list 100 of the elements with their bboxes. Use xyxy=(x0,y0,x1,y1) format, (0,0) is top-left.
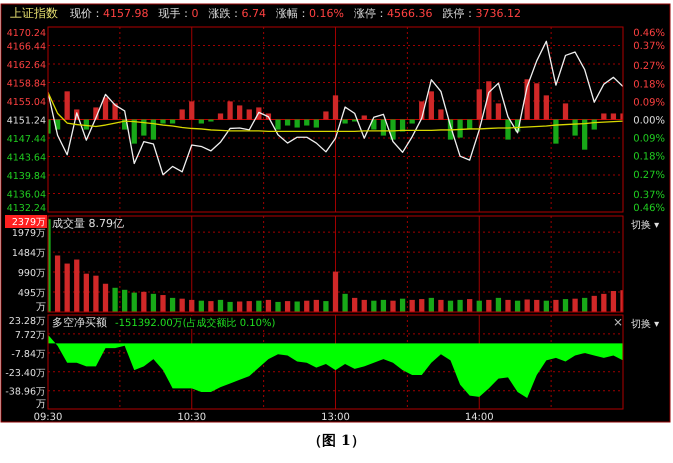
bar xyxy=(294,302,300,312)
bar xyxy=(284,120,290,126)
bar xyxy=(74,260,80,312)
bar xyxy=(198,300,204,312)
bar xyxy=(496,298,502,312)
bar xyxy=(562,299,568,312)
y-tick-label: -38.96万 xyxy=(5,386,46,398)
y-tick-label: 4151.24 xyxy=(6,116,46,126)
bar xyxy=(102,284,108,312)
bar xyxy=(218,113,224,120)
y-tick-label: 990万 xyxy=(18,268,46,280)
bar xyxy=(457,300,463,312)
bar xyxy=(170,120,176,124)
y2-tick-label: 0.09% xyxy=(633,134,665,145)
bar xyxy=(601,294,606,312)
bar xyxy=(380,300,386,312)
y-tick-label: 4158.84 xyxy=(6,78,46,90)
text: 涨幅：0.16% xyxy=(276,7,344,20)
bar xyxy=(610,113,616,120)
bar xyxy=(304,300,310,312)
y2-tick-label: 0.18% xyxy=(633,152,665,163)
bar xyxy=(544,300,549,312)
x-tick-label: 14:00 xyxy=(464,412,494,423)
bar xyxy=(64,91,70,120)
text: 现手：0 xyxy=(158,7,198,20)
y-tick-label: -23.40万 xyxy=(5,368,46,379)
bar xyxy=(476,300,482,312)
bar xyxy=(428,91,434,120)
bar xyxy=(390,300,396,312)
bar xyxy=(582,120,588,150)
y-tick-label: 495万 xyxy=(18,288,46,300)
bar xyxy=(332,95,338,120)
bar xyxy=(467,299,472,312)
y2-tick-label: 0.37% xyxy=(633,41,665,52)
bar xyxy=(610,291,616,312)
bar xyxy=(601,113,606,120)
bar xyxy=(534,300,540,312)
chart-title: 成交量 8.79亿 xyxy=(52,217,124,230)
x-tick-label: 13:00 xyxy=(321,412,350,423)
y-tick-label: 1484万 xyxy=(12,248,46,260)
bar xyxy=(54,256,60,312)
y-tick-label: 4143.64 xyxy=(6,152,46,164)
annotation: -151392.00万(占成交额比 0.10%) xyxy=(115,317,276,329)
y-tick-label: 1979万 xyxy=(12,228,46,240)
y-axis-title: 万 xyxy=(36,302,46,313)
bar xyxy=(266,300,272,312)
bar xyxy=(352,298,358,312)
bar xyxy=(342,120,348,124)
bar xyxy=(544,95,549,120)
bar xyxy=(132,120,137,144)
y-tick-label: 2379万 xyxy=(12,217,46,228)
bar xyxy=(93,276,99,312)
chart-title: 多空净买额 xyxy=(52,316,107,329)
y-tick-label: 4147.44 xyxy=(6,134,46,145)
bar xyxy=(189,101,194,120)
bar xyxy=(160,120,166,124)
bar xyxy=(362,115,367,120)
y-tick-label: 23.28万 xyxy=(8,316,46,327)
bar xyxy=(275,120,281,130)
bar xyxy=(314,300,319,312)
bar xyxy=(467,120,472,130)
bar xyxy=(198,120,204,124)
bar xyxy=(332,272,338,312)
bar xyxy=(486,81,492,120)
y2-tick-label: 0.46% xyxy=(633,28,665,39)
bar xyxy=(141,292,146,312)
bar xyxy=(476,89,482,120)
bar xyxy=(582,298,588,312)
text: 跌停：3736.12 xyxy=(442,7,521,20)
bar xyxy=(208,301,214,312)
y2-tick-label: 0.00% xyxy=(633,116,665,126)
bar xyxy=(362,300,367,312)
y2-tick-label: 0.46% xyxy=(633,203,665,214)
bar xyxy=(371,300,376,312)
x-tick-label: 09:30 xyxy=(34,412,62,423)
bar xyxy=(284,301,290,312)
bar xyxy=(294,120,300,128)
y2-tick-label: 0.27% xyxy=(633,61,665,72)
bar xyxy=(246,109,252,120)
bar xyxy=(84,274,89,312)
bar xyxy=(342,294,348,312)
bar xyxy=(410,300,415,312)
y2-tick-label: 0.09% xyxy=(633,97,665,108)
y-tick-label: -7.84万 xyxy=(11,348,46,360)
bar xyxy=(122,290,128,312)
bar xyxy=(419,299,424,312)
bar xyxy=(438,109,444,120)
bar xyxy=(505,300,511,312)
text: 涨跌：6.74 xyxy=(208,7,266,20)
bar xyxy=(304,120,310,126)
bar xyxy=(189,300,194,312)
y-tick-label: 4170.24 xyxy=(6,28,46,39)
x-tick-label: 10:30 xyxy=(177,412,206,423)
y2-tick-label: 0.27% xyxy=(633,170,665,181)
bar xyxy=(314,120,319,128)
bar xyxy=(112,288,118,312)
bar xyxy=(592,296,597,312)
y-tick-label: 4155.04 xyxy=(6,97,46,108)
chart-title: 上证指数 xyxy=(10,6,58,20)
y-tick-label: 4136.04 xyxy=(6,190,46,200)
